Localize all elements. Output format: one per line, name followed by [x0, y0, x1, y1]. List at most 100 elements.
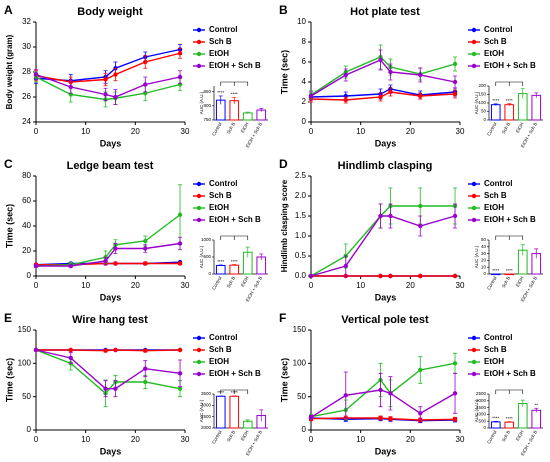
- legend-marker: [471, 193, 477, 199]
- data-point: [33, 347, 39, 353]
- legend-marker: [471, 359, 477, 365]
- legend-marker: [196, 63, 202, 69]
- legend-marker: [196, 193, 202, 199]
- data-point: [418, 72, 423, 78]
- inset-category-label: Sch B: [501, 430, 511, 443]
- data-point: [177, 347, 183, 353]
- x-tick-label: 20: [131, 281, 140, 290]
- data-point: [113, 72, 118, 77]
- data-point: [143, 59, 148, 65]
- legend-marker: [471, 39, 477, 45]
- inset-y-label: AUC (A.U.): [474, 245, 479, 268]
- inset-error-bar: [259, 409, 264, 422]
- legend-marker: [196, 27, 202, 33]
- inset-y-label: AUC (A.U.): [474, 91, 479, 114]
- legend-marker: [471, 371, 477, 377]
- series-line: [35, 73, 181, 98]
- x-axis-label: Days: [375, 292, 397, 302]
- data-point: [177, 212, 183, 217]
- inset-category-label: Control: [486, 430, 498, 445]
- y-tick-label: 2.5: [295, 171, 307, 180]
- significance: ****: [217, 90, 224, 95]
- inset-category-label: Control: [211, 430, 223, 445]
- legend-label: EtOH: [209, 357, 229, 366]
- x-tick-label: 0: [34, 127, 39, 136]
- inset-error-bar: [534, 92, 539, 98]
- inset-error-bar: [534, 248, 539, 259]
- inset-y-tick-label: 2000: [476, 398, 487, 403]
- inset-y-tick-label: 1500: [476, 405, 487, 410]
- x-tick-label: 30: [456, 281, 465, 290]
- panel-letter: F: [279, 311, 286, 325]
- inset-y-tick-label: 50: [481, 237, 487, 242]
- data-point: [103, 92, 108, 97]
- significance: ****: [506, 416, 513, 421]
- data-point: [177, 241, 183, 246]
- data-point: [418, 223, 423, 229]
- legend-label: Sch B: [209, 37, 232, 46]
- significance-bracket: [220, 235, 249, 240]
- inset-y-tick-label: 3500: [201, 391, 212, 396]
- inset-bar: [490, 104, 501, 121]
- legend-label: EtOH + Sch B: [484, 61, 536, 70]
- data-point: [418, 273, 423, 279]
- inset-category-label: Sch B: [226, 430, 236, 443]
- inset-bar: [242, 112, 253, 121]
- series-line: [310, 91, 456, 101]
- data-point: [103, 348, 108, 353]
- legend-marker: [196, 205, 202, 211]
- legend-label: EtOH: [484, 203, 504, 212]
- x-tick-label: 30: [181, 281, 190, 290]
- x-axis-label: Days: [375, 446, 397, 456]
- series-line: [310, 417, 456, 421]
- data-point: [388, 273, 393, 279]
- inset-error-bar: [259, 253, 264, 261]
- inset-category-label: Control: [211, 276, 223, 291]
- inset-category-label: Sch B: [226, 276, 236, 289]
- series-line: [310, 205, 456, 277]
- data-point: [143, 379, 148, 385]
- inset-y-tick-label: 100: [478, 100, 486, 105]
- inset-bar: [215, 265, 226, 275]
- x-tick-label: 0: [34, 435, 39, 444]
- inset-bar: [229, 264, 240, 275]
- inset-y-label: AUC (A.U.): [199, 399, 204, 422]
- x-tick-label: 10: [356, 281, 365, 290]
- legend-marker: [471, 27, 477, 33]
- legend-marker: [196, 335, 202, 341]
- significance-bracket: [220, 389, 249, 394]
- data-point: [308, 93, 314, 99]
- x-tick-label: 20: [406, 127, 415, 136]
- inset-bar: [531, 94, 542, 121]
- data-point: [418, 367, 423, 373]
- inset-y-label: AUC (A.U.): [199, 245, 204, 268]
- x-tick-label: 10: [356, 435, 365, 444]
- data-point: [343, 393, 348, 398]
- y-tick-label: 1.5: [295, 211, 307, 220]
- data-point: [68, 84, 73, 90]
- series-line: [35, 76, 181, 101]
- series-line: [36, 349, 181, 352]
- legend-label: EtOH: [484, 49, 504, 58]
- inset-y-tick-label: 20: [481, 258, 487, 263]
- y-tick-label: 20: [22, 246, 31, 255]
- significance: ****: [231, 259, 238, 264]
- legend-label: EtOH: [209, 203, 229, 212]
- inset-error-bar: [520, 244, 525, 256]
- legend-marker: [471, 335, 477, 341]
- y-axis-label: Hindlimb clasping score: [280, 179, 289, 272]
- inset-y-tick-label: 3000: [201, 403, 212, 408]
- series-line: [310, 56, 456, 96]
- inset-y-tick-label: 10: [481, 264, 487, 269]
- y-axis-label: Time (sec): [279, 358, 289, 402]
- data-point: [418, 93, 423, 99]
- data-point: [388, 416, 393, 421]
- legend-marker: [471, 63, 477, 69]
- data-point: [103, 77, 108, 82]
- inset-bar: [215, 395, 226, 429]
- data-point: [378, 387, 383, 393]
- data-point: [418, 411, 423, 416]
- inset-category-label: EtOH: [515, 122, 525, 134]
- data-point: [113, 94, 118, 100]
- inset-y-tick-label: 0: [483, 117, 486, 122]
